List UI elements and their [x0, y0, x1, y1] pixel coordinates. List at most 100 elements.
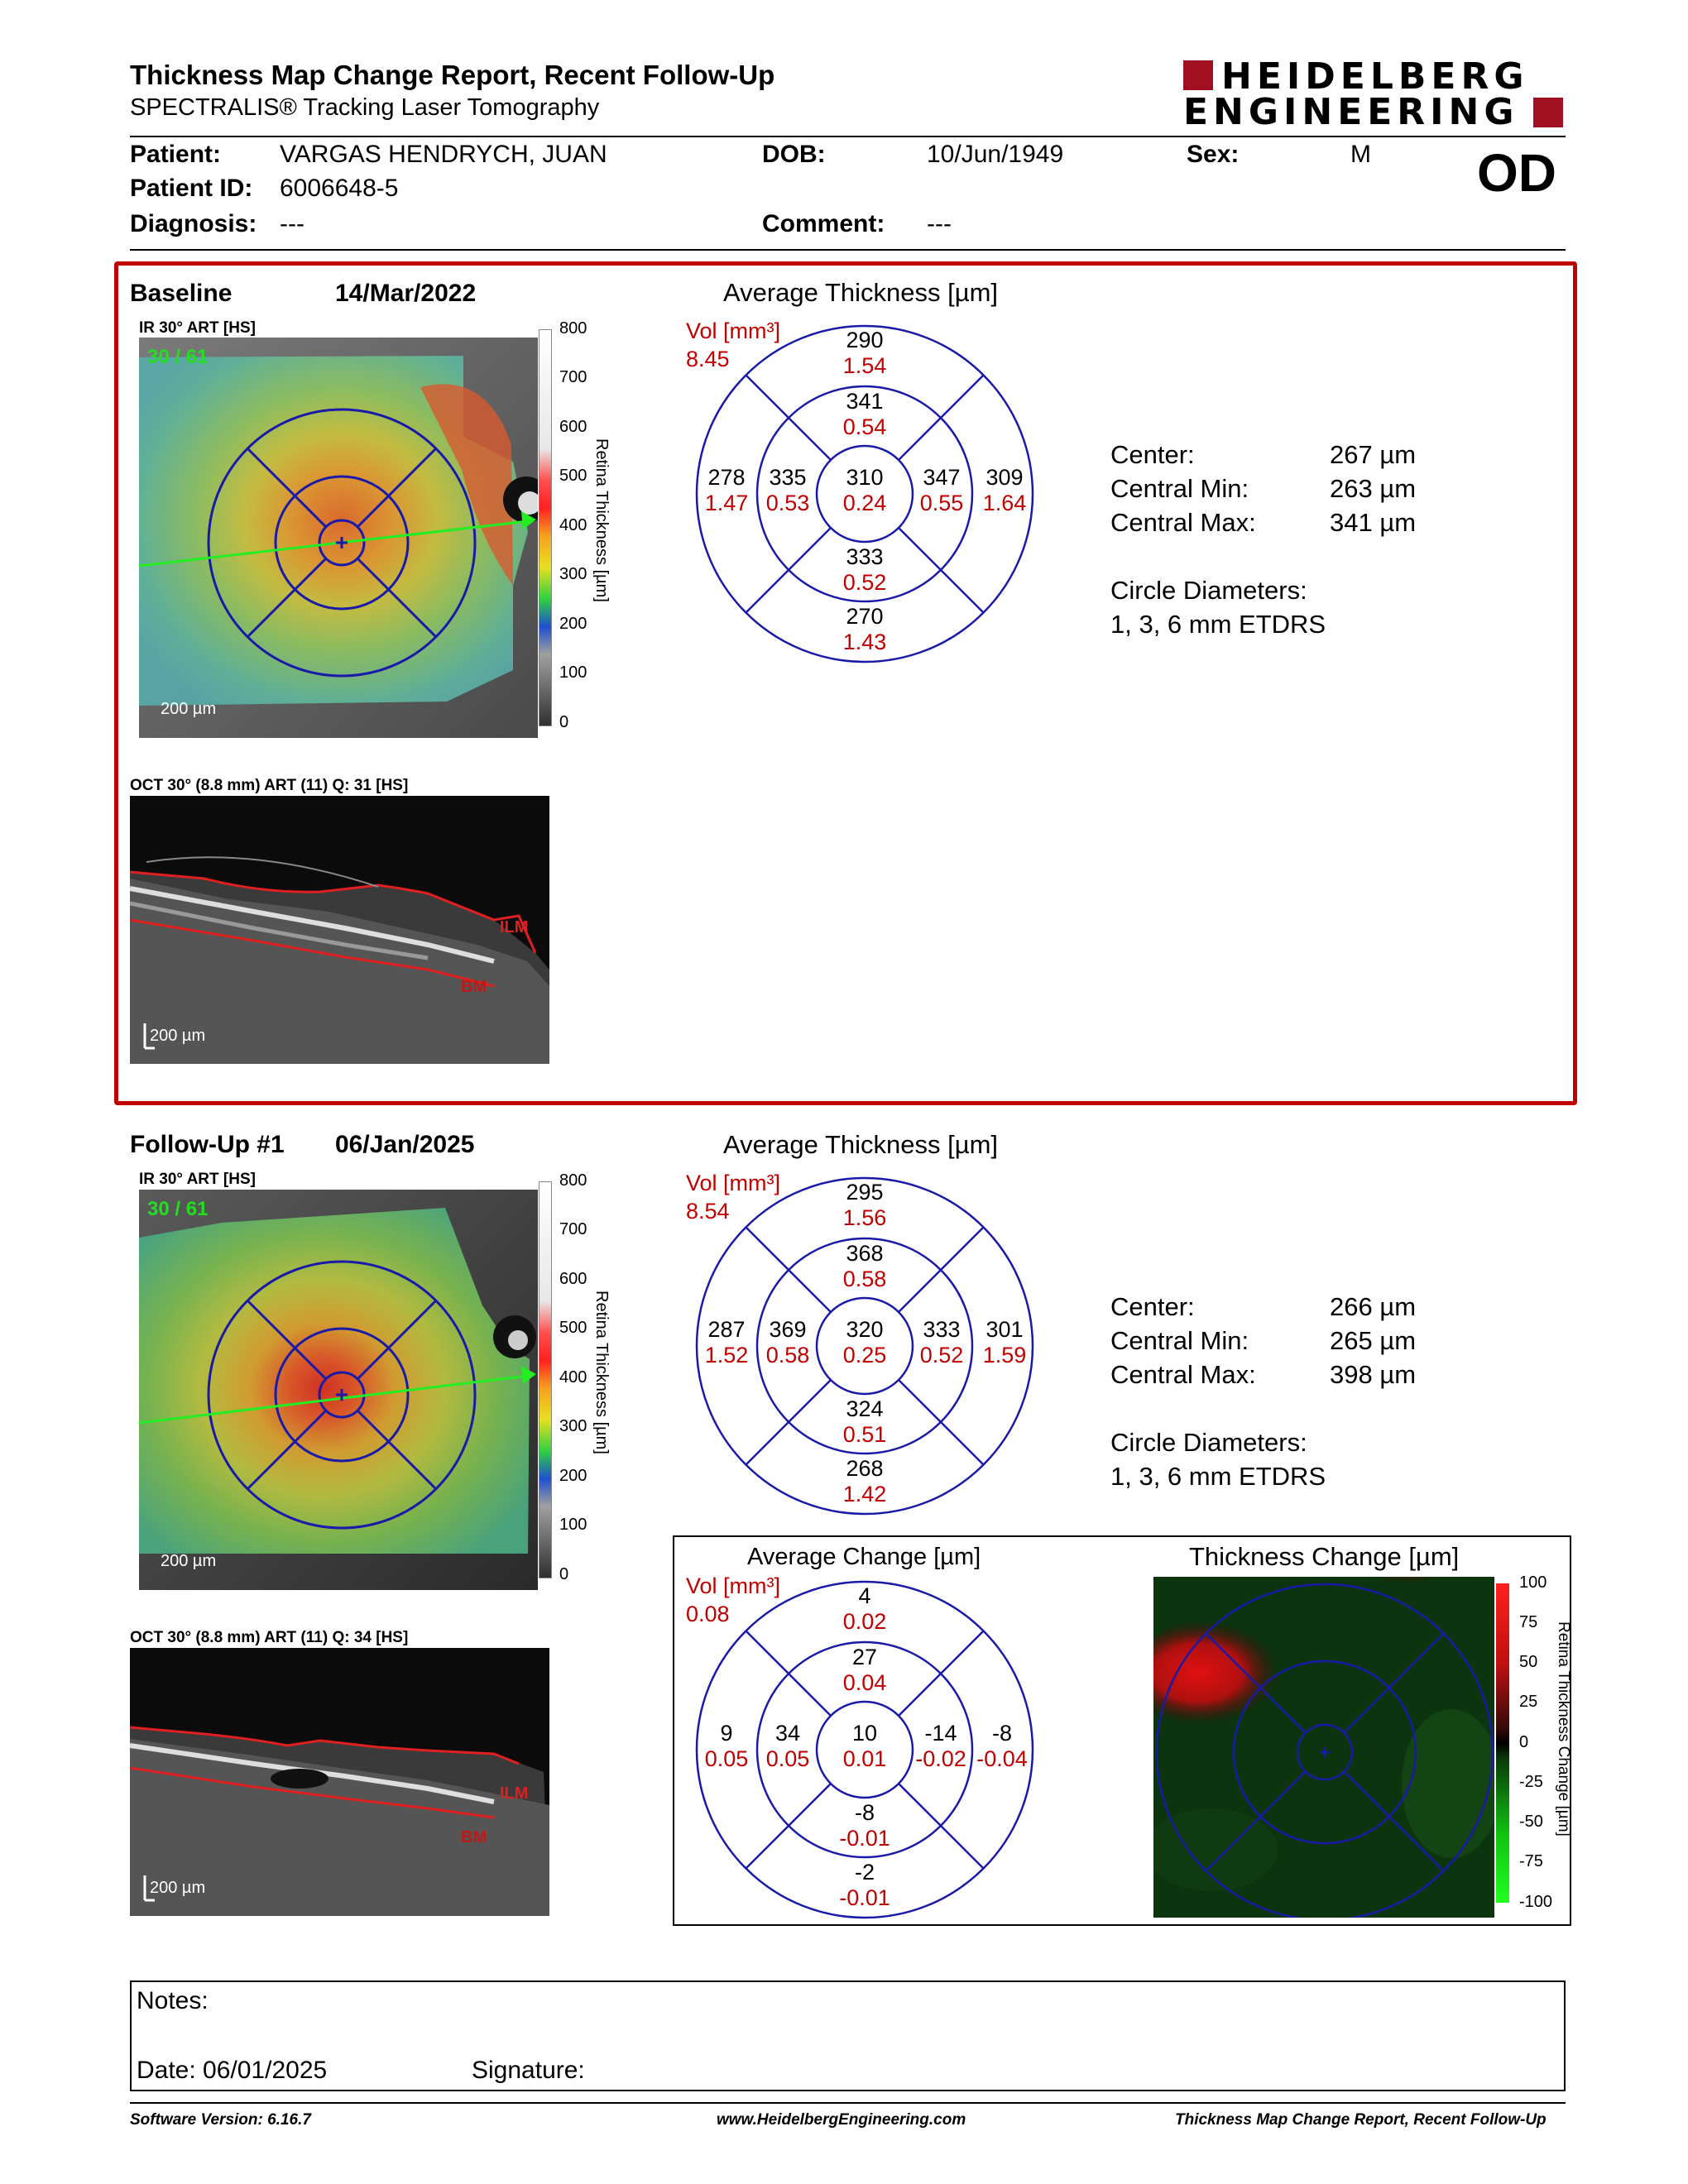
followup-map-svg [139, 1190, 538, 1590]
center-sector: 320 0.25 [832, 1317, 898, 1368]
baseline-etdrs-grid [695, 324, 1034, 663]
logo-line2: ENGINEERING [1183, 91, 1519, 133]
stat-max-value: 398 µm [1330, 1360, 1417, 1389]
notes-box[interactable] [130, 1980, 1566, 2091]
inf-outer-sector: 270 1.43 [823, 604, 906, 655]
report-subtitle: SPECTRALIS® Tracking Laser Tomography [130, 94, 600, 121]
temp-inner-sector: 335 0.53 [755, 465, 821, 516]
inf-outer-volume: 1.42 [842, 1482, 887, 1506]
tick-500: 500 [559, 1319, 587, 1337]
nas-outer-vol-change: -0.04 [976, 1746, 1028, 1771]
thickness-change-map [1153, 1577, 1494, 1918]
change-vol-total: 0.08 [686, 1602, 730, 1626]
circle-diameters-value: 1, 3, 6 mm ETDRS [1110, 1462, 1326, 1491]
circle-diameters-label: Circle Diameters: [1110, 576, 1307, 605]
heidelberg-logo: HEIDELBERG ENGINEERING [1182, 55, 1566, 133]
footer-report-title: Thickness Map Change Report, Recent Foll… [1175, 2111, 1547, 2129]
inf-outer-thickness: 268 [846, 1456, 884, 1481]
tick-200: 200 [559, 1467, 587, 1485]
followup-sector-values: 295 1.56 368 0.58 287 1.52 369 0.58 320 … [695, 1176, 1034, 1516]
stat-max-label: Central Max: [1110, 1360, 1256, 1389]
inf-outer-sector: 268 1.42 [823, 1456, 906, 1507]
temp-outer-sector: 278 1.47 [693, 465, 760, 516]
change-tick-100: 100 [1519, 1573, 1547, 1592]
temp-inner-thickness: 369 [769, 1317, 807, 1342]
change-map-title: Thickness Change [µm] [1189, 1542, 1460, 1571]
temp-outer-volume: 1.47 [704, 491, 749, 515]
tick-800: 800 [559, 1171, 587, 1190]
baseline-colorbar-title: Retina Thickness [µm] [592, 438, 611, 602]
stat-center-value: 266 µm [1330, 1292, 1417, 1321]
inf-inner-volume: 0.52 [842, 570, 887, 595]
baseline-ir-label: IR 30° ART [HS] [139, 319, 256, 337]
baseline-frames-counter: 30 / 61 [147, 346, 209, 368]
inf-inner-sector: 324 0.51 [823, 1396, 906, 1448]
sup-outer-change: 4 [858, 1583, 871, 1608]
followup-etdrs-grid [695, 1176, 1034, 1516]
tick-800: 800 [559, 319, 587, 338]
sup-inner-sector: 341 0.54 [823, 389, 906, 440]
circle-diameters-value: 1, 3, 6 mm ETDRS [1110, 610, 1326, 639]
stat-max-label: Central Max: [1110, 508, 1256, 537]
diagnosis-value: --- [280, 210, 305, 237]
baseline-oct-scale: 200 µm [150, 1027, 206, 1045]
change-etdrs-grid [695, 1580, 1034, 1919]
tick-700: 700 [559, 1220, 587, 1238]
tick-300: 300 [559, 565, 587, 583]
sup-inner-sector: 368 0.58 [823, 1241, 906, 1292]
temp-inner-thickness: 335 [769, 465, 807, 490]
change-colorbar [1496, 1583, 1509, 1903]
comment-label: Comment: [762, 210, 885, 237]
tick-600: 600 [559, 418, 587, 436]
center-vol-change: 0.01 [842, 1746, 887, 1771]
inf-inner-volume: 0.51 [842, 1422, 887, 1447]
logo-square-bottom [1533, 98, 1563, 127]
signature-label: Signature: [472, 2057, 585, 2084]
change-colorbar-title: Retina Thickness Change [µm] [1555, 1621, 1572, 1837]
circle-diameters-label: Circle Diameters: [1110, 1428, 1307, 1457]
followup-colorbar-title: Retina Thickness [µm] [592, 1291, 611, 1454]
sup-inner-volume: 0.54 [842, 414, 887, 439]
dob-value: 10/Jun/1949 [927, 141, 1064, 168]
date-label: Date: 06/01/2025 [137, 2057, 328, 2084]
dob-label: DOB: [762, 141, 826, 168]
change-map-svg [1153, 1577, 1494, 1918]
temp-outer-volume: 1.52 [704, 1343, 749, 1367]
stat-min-value: 265 µm [1330, 1326, 1417, 1355]
tick-100: 100 [559, 663, 587, 682]
temp-outer-change: 9 [720, 1721, 733, 1746]
baseline-vol-label: Vol [mm³] [686, 318, 781, 343]
footer-divider [130, 2102, 1566, 2104]
sup-outer-volume: 1.54 [842, 353, 887, 378]
followup-ir-scale: 200 µm [161, 1552, 217, 1570]
stat-center-value: 267 µm [1330, 440, 1417, 469]
change-tick-0: 0 [1519, 1733, 1529, 1751]
followup-date: 06/Jan/2025 [335, 1131, 475, 1158]
patient-id-label: Patient ID: [130, 175, 253, 202]
nas-inner-change: -14 [924, 1721, 957, 1746]
change-section [673, 1535, 1571, 1926]
sex-label: Sex: [1187, 141, 1240, 168]
temp-inner-change: 34 [774, 1721, 801, 1746]
nas-outer-volume: 1.59 [982, 1343, 1027, 1367]
sex-value: M [1350, 141, 1371, 168]
sup-outer-vol-change: 0.02 [842, 1609, 887, 1634]
tick-0: 0 [559, 713, 569, 731]
baseline-oct-svg [130, 856, 549, 1064]
comment-value: --- [927, 210, 952, 237]
patient-divider [130, 249, 1566, 251]
tick-0: 0 [559, 1565, 569, 1583]
sup-outer-volume: 1.56 [842, 1205, 887, 1230]
stat-center-label: Center: [1110, 440, 1195, 469]
followup-label: Follow-Up #1 [130, 1131, 285, 1158]
change-colorbar-ticks: 100 75 50 25 0 -25 -50 -75 -100 [1519, 1573, 1569, 1911]
inf-inner-thickness: 324 [846, 1396, 884, 1421]
tick-100: 100 [559, 1516, 587, 1534]
followup-ir-label: IR 30° ART [HS] [139, 1171, 256, 1188]
baseline-oct-scan [130, 796, 549, 1064]
eye-indicator: OD [1477, 143, 1556, 203]
center-volume: 0.24 [842, 491, 887, 515]
baseline-colorbar-ticks: 800 700 600 500 400 300 200 100 0 [559, 319, 601, 733]
stat-min-label: Central Min: [1110, 1326, 1249, 1355]
tick-700: 700 [559, 368, 587, 386]
